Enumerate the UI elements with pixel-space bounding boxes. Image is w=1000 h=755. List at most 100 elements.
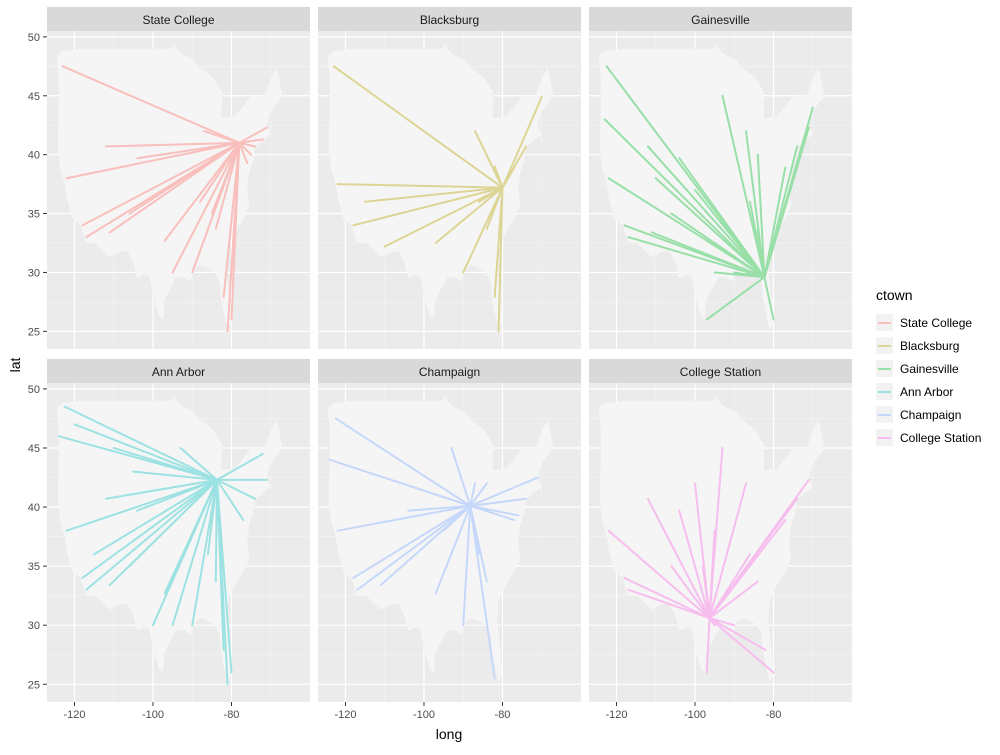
- y-tick-label: 45: [28, 91, 40, 103]
- facet-strip: [47, 7, 310, 31]
- route-line: [705, 276, 766, 321]
- y-tick-label: 25: [28, 679, 40, 691]
- route-line: [238, 126, 268, 144]
- legend-key-line: [878, 390, 891, 393]
- route-line: [623, 576, 711, 620]
- legend-key: [876, 406, 893, 423]
- route-line: [646, 145, 766, 279]
- x-tick-label: -120: [63, 709, 85, 721]
- route-line: [646, 497, 711, 620]
- route-line: [191, 478, 218, 627]
- route-line: [469, 497, 528, 507]
- y-tick-label: 35: [28, 209, 40, 221]
- route-line: [163, 478, 218, 595]
- route-line: [469, 482, 488, 507]
- route-line: [128, 478, 218, 568]
- y-tick-label: 40: [28, 150, 40, 162]
- route-line: [230, 141, 241, 321]
- facet-strip: [318, 7, 581, 31]
- y-tick-label: 25: [28, 326, 40, 338]
- route-line: [328, 458, 472, 507]
- route-line: [356, 504, 472, 591]
- y-tick-label: 50: [28, 384, 40, 396]
- x-tick-label: -100: [684, 709, 706, 721]
- route-line: [238, 141, 249, 164]
- legend-item: Ann Arbor: [866, 380, 996, 403]
- legend-key-line: [878, 367, 891, 370]
- route-line: [708, 580, 759, 620]
- route-line: [485, 186, 504, 230]
- y-axis-title: lat: [7, 358, 23, 373]
- route-line: [493, 165, 504, 189]
- y-tick-label: 50: [28, 32, 40, 44]
- facet-strip-label: Champaign: [419, 365, 480, 379]
- x-tick-label: -120: [334, 709, 356, 721]
- route-line: [63, 405, 218, 481]
- legend-key-line: [878, 436, 891, 439]
- legend-label: Gainesville: [900, 361, 959, 376]
- x-tick-label: -80: [766, 709, 782, 721]
- route-line: [210, 141, 241, 215]
- route-line: [469, 476, 539, 507]
- route-line: [136, 478, 218, 512]
- route-line: [708, 478, 810, 620]
- route-line: [693, 189, 766, 279]
- route-line: [85, 478, 218, 591]
- facet-panel: Ann Arbor 25 30 35 40 45 50 -120 -100 -80: [28, 359, 311, 721]
- route-line: [93, 478, 218, 556]
- route-line: [383, 186, 504, 248]
- legend-item: College Station: [866, 426, 996, 449]
- legend-label: Blacksburg: [900, 338, 960, 353]
- route-line: [214, 141, 241, 230]
- us-map: [327, 396, 554, 684]
- route-line: [733, 271, 766, 279]
- legend-key-line: [878, 413, 891, 416]
- facet-strip-label: College Station: [680, 365, 761, 379]
- facet-strip: [589, 359, 852, 383]
- route-line: [763, 106, 814, 279]
- route-line: [627, 236, 766, 279]
- route-line: [104, 478, 218, 500]
- route-line: [708, 617, 736, 627]
- legend-key: [876, 383, 893, 400]
- route-line: [763, 166, 787, 279]
- route-line: [132, 470, 218, 481]
- route-line: [407, 504, 472, 512]
- route-line: [442, 504, 472, 532]
- route-line: [364, 186, 504, 203]
- route-line: [179, 446, 218, 481]
- legend-key: [876, 429, 893, 446]
- y-tick-label: 40: [28, 502, 40, 514]
- legend-key-line: [878, 344, 891, 347]
- route-line: [434, 186, 504, 244]
- route-line: [61, 65, 241, 144]
- x-tick-label: -80: [224, 709, 240, 721]
- facet-panel: Blacksburg: [318, 7, 582, 349]
- route-line: [81, 478, 218, 579]
- route-line: [705, 617, 711, 674]
- route-line: [163, 141, 241, 242]
- route-line: [756, 153, 766, 279]
- y-tick-label: 30: [28, 267, 40, 279]
- route-line: [332, 65, 504, 189]
- route-line: [650, 231, 766, 279]
- legend-label: College Station: [900, 430, 982, 445]
- legend-item: Champaign: [866, 403, 996, 426]
- route-line: [215, 478, 229, 686]
- legend-key: [876, 314, 893, 331]
- legend-label: Champaign: [900, 407, 962, 422]
- us-map: [598, 396, 825, 684]
- route-line: [65, 141, 241, 180]
- route-line: [477, 186, 504, 203]
- route-line: [104, 141, 241, 148]
- route-line: [199, 141, 241, 203]
- route-line: [238, 138, 264, 144]
- route-line: [336, 183, 504, 189]
- route-line: [708, 617, 767, 652]
- route-line: [73, 423, 218, 481]
- route-line: [65, 478, 218, 532]
- facet-strip: [589, 7, 852, 31]
- route-line: [112, 446, 218, 481]
- x-tick-label: -100: [413, 709, 435, 721]
